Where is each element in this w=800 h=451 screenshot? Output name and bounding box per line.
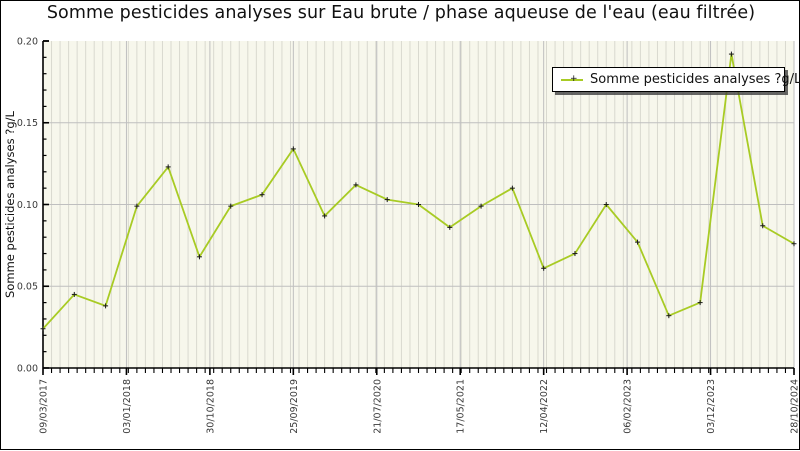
x-axis-tick-label: 17/05/2021 <box>456 379 467 434</box>
chart-legend[interactable]: + Somme pesticides analyses ?g/L <box>552 67 785 92</box>
x-axis-tick-label: 03/12/2023 <box>706 379 717 434</box>
x-axis-tick-label: 12/04/2022 <box>539 379 550 434</box>
y-axis-tick-label: 0.00 <box>17 363 38 374</box>
legend-line-marker-icon: + <box>561 75 583 85</box>
legend-entry-label: Somme pesticides analyses ?g/L <box>590 72 800 87</box>
x-axis-tick-label: 03/01/2018 <box>122 379 133 434</box>
x-axis-tick-label: 25/09/2019 <box>289 379 300 434</box>
x-axis-tick-label: 09/03/2017 <box>39 379 50 434</box>
y-axis-tick-label: 0.05 <box>17 282 38 293</box>
y-axis-tick-label: 0.15 <box>17 118 38 129</box>
y-axis-tick-label: 0.20 <box>17 36 38 47</box>
y-axis-title: Somme pesticides analyses ?g/L <box>3 110 17 297</box>
x-axis-tick-label: 30/10/2018 <box>205 379 216 434</box>
x-axis-tick-label: 06/02/2023 <box>623 379 634 434</box>
x-axis-tick-label: 28/10/2024 <box>790 379 800 434</box>
x-axis-tick-label: 21/07/2020 <box>372 379 383 434</box>
y-axis-tick-label: 0.10 <box>17 200 38 211</box>
